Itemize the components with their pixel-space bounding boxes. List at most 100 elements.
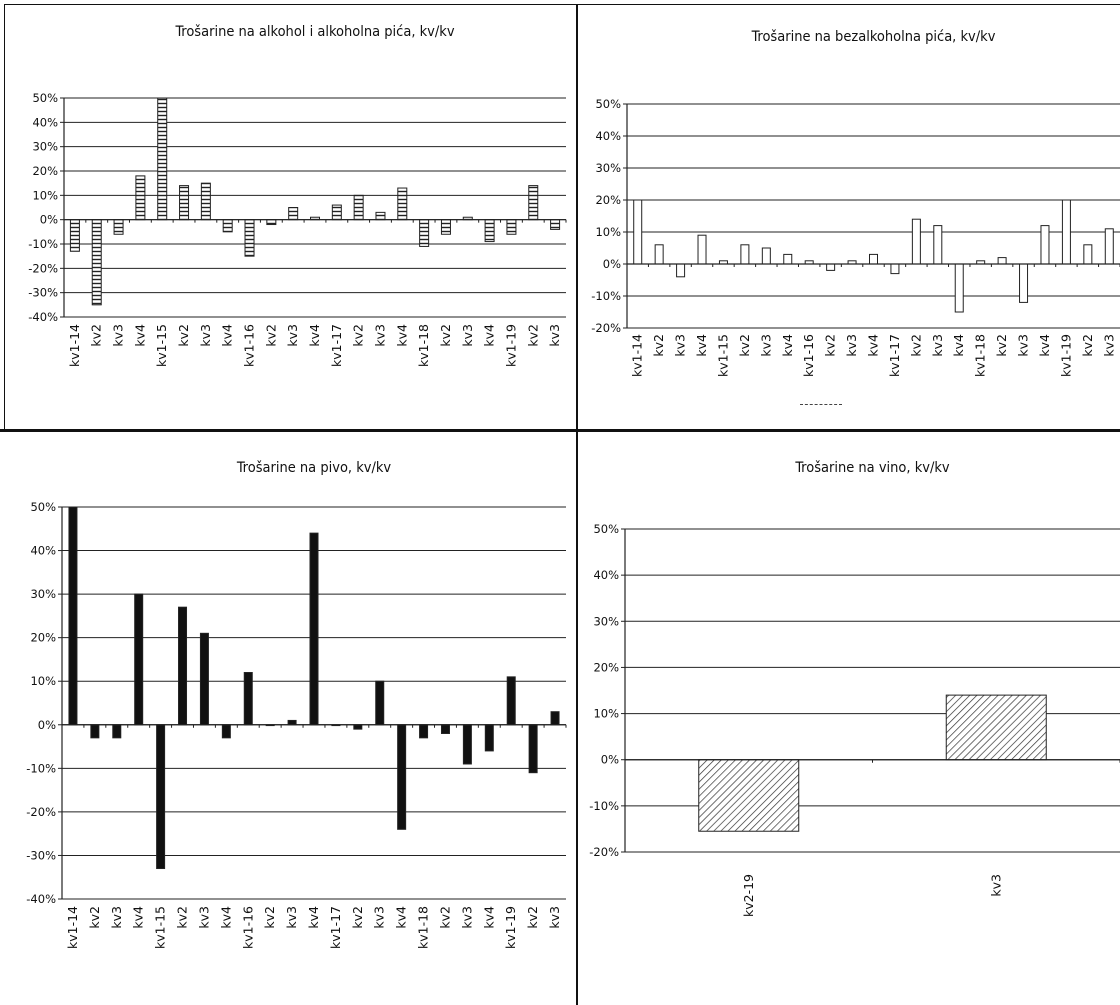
x-tick-label: kv4 <box>220 324 235 347</box>
bar <box>113 219 124 235</box>
bar <box>375 680 385 726</box>
x-tick-label: kv3 <box>460 324 475 347</box>
bar <box>135 175 146 221</box>
bar <box>287 719 297 726</box>
bar <box>1040 225 1050 265</box>
bar <box>933 225 943 265</box>
y-tick-label: 10% <box>32 188 58 202</box>
y-tick-label: 0% <box>603 257 621 271</box>
x-tick-label: kv3 <box>372 324 387 347</box>
x-tick-label: kv1-16 <box>801 334 816 377</box>
y-tick-label: 30% <box>595 161 621 175</box>
bar <box>157 97 168 221</box>
y-tick-label: -30% <box>26 848 56 862</box>
bar <box>654 244 664 265</box>
bar <box>826 263 836 271</box>
bar <box>440 219 451 235</box>
x-tick-label: kv2 <box>994 334 1009 357</box>
bar <box>1061 199 1071 265</box>
x-tick-label: kv3 <box>547 906 562 929</box>
x-tick-label: kv4 <box>481 906 496 929</box>
x-tick-label: kv3 <box>758 334 773 357</box>
y-tick-label: 30% <box>30 587 56 601</box>
frame-top-left <box>4 4 577 5</box>
bar <box>869 253 878 265</box>
x-tick-label: kv4 <box>482 324 497 347</box>
chart-title: Trošarine na alkohol i alkoholna pića, k… <box>174 24 454 40</box>
bar <box>506 219 517 235</box>
y-tick-label: -20% <box>591 321 621 335</box>
bar <box>244 219 255 257</box>
x-tick-label: kv1-19 <box>1058 334 1073 377</box>
bar <box>288 207 299 221</box>
x-tick-label: kv3 <box>198 324 213 347</box>
x-tick-label: kv4 <box>694 334 709 357</box>
x-tick-label: kv2 <box>350 906 365 929</box>
x-tick-label: kv3 <box>459 906 474 929</box>
y-tick-label: 0% <box>38 718 56 732</box>
x-tick-label: kv3 <box>372 906 387 929</box>
y-tick-label: -30% <box>28 286 58 300</box>
bar <box>550 219 561 230</box>
chart-svg-bezalkoholna: Trošarine na bezalkoholna pića, kv/kv -20… <box>591 29 1120 377</box>
x-tick-label: kv4 <box>1037 334 1052 357</box>
bar <box>676 263 686 278</box>
x-tick-label: kv2 <box>525 324 540 347</box>
chart-panel-alkohol: Trošarine na alkohol i alkoholna pića, k… <box>6 6 574 428</box>
bar <box>484 724 494 752</box>
bar <box>156 724 166 870</box>
x-tick-label: kv2 <box>737 334 752 357</box>
x-tick-label: kv1-15 <box>153 906 168 949</box>
x-tick-label: kv2 <box>823 334 838 357</box>
x-tick-label: kv4 <box>394 906 409 929</box>
bar <box>740 244 750 265</box>
y-tick-label: 50% <box>30 500 56 514</box>
bar <box>112 724 122 739</box>
frame-top-right <box>577 4 1120 5</box>
x-tick-label: kv1-19 <box>503 324 518 367</box>
bar <box>178 606 188 726</box>
bar <box>911 218 921 265</box>
x-tick-label: kv3 <box>1101 334 1116 357</box>
x-tick-label: kv3 <box>109 906 124 929</box>
x-tick-label: kv1-16 <box>240 906 255 949</box>
bar <box>783 253 793 265</box>
x-tick-label: kv4 <box>866 334 881 357</box>
y-tick-label: -20% <box>28 261 58 275</box>
x-tick-label: kv3 <box>285 324 300 347</box>
bar <box>528 185 539 221</box>
bar <box>945 694 1047 761</box>
frame-vertical-divider <box>576 4 578 1005</box>
bar <box>179 185 190 221</box>
bar <box>266 219 277 226</box>
y-tick-label: 40% <box>30 544 56 558</box>
x-tick-label: kv2 <box>908 334 923 357</box>
x-tick-label: kv2 <box>89 324 104 347</box>
bar <box>550 711 560 726</box>
bar <box>440 724 450 734</box>
x-tick-label: kv2 <box>262 906 277 929</box>
y-tick-label: 40% <box>32 115 58 129</box>
bar <box>528 724 538 774</box>
bar <box>375 211 386 221</box>
x-tick-label: kv1-15 <box>715 334 730 377</box>
y-tick-label: 50% <box>32 91 58 105</box>
y-tick-label: 30% <box>593 614 619 628</box>
bar <box>633 199 643 265</box>
x-tick-label: kv3 <box>673 334 688 357</box>
bar <box>954 263 964 313</box>
y-tick-label: 50% <box>595 97 621 111</box>
chart-svg-alkohol: Trošarine na alkohol i alkoholna pića, k… <box>28 24 567 367</box>
x-tick-label: kv1-14 <box>630 334 645 377</box>
chart-title: Trošarine na bezalkoholna pića, kv/kv <box>751 29 996 45</box>
chart-panel-bezalkoholna: Trošarine na bezalkoholna pića, kv/kv -20… <box>580 6 1120 428</box>
x-tick-label: kv1-19 <box>503 906 518 949</box>
bar <box>1083 244 1093 265</box>
y-tick-label: -20% <box>26 805 56 819</box>
x-tick-label: kv3 <box>111 324 126 347</box>
bar <box>997 257 1007 265</box>
bar <box>419 219 430 247</box>
x-tick-label: kv1-15 <box>154 324 169 367</box>
bar <box>761 247 771 265</box>
bar <box>698 759 800 832</box>
